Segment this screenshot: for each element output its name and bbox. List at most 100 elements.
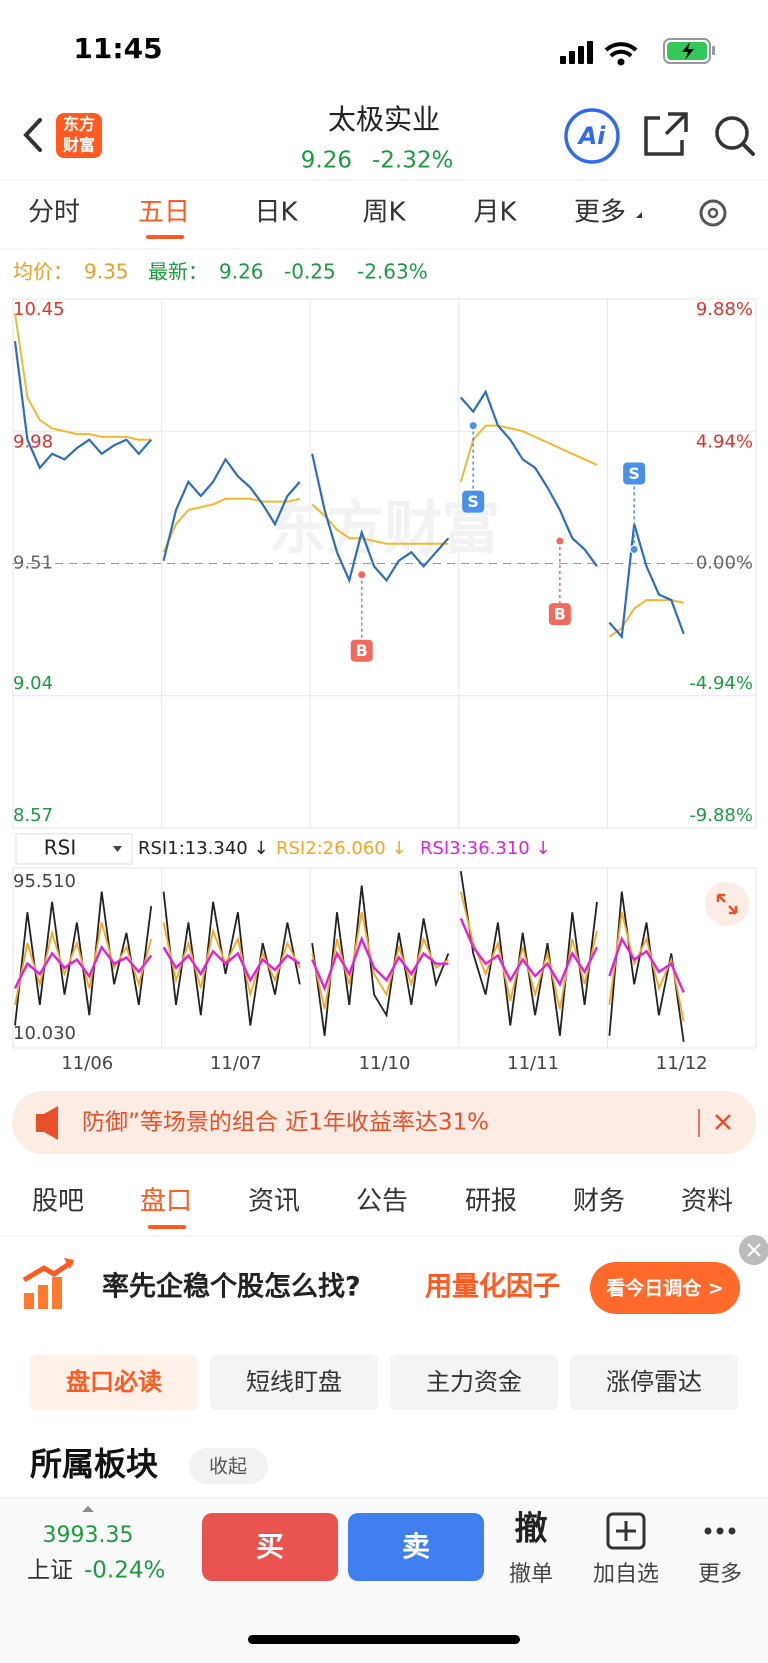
cancel-icon[interactable]: 撤 — [515, 1509, 548, 1548]
banner[interactable] — [12, 1091, 756, 1154]
sub-tab[interactable] — [570, 1355, 738, 1410]
index-name: 上证 — [27, 1558, 73, 1584]
period-tab[interactable]: 更多 — [574, 198, 626, 228]
watch[interactable]: 加自选 — [593, 1562, 659, 1587]
latest-label: 最新： — [148, 260, 208, 284]
y2-tick-label: -4.94% — [689, 673, 753, 694]
marker-dot — [555, 536, 565, 546]
avg-line — [311, 503, 449, 545]
price-line — [459, 389, 598, 567]
section-tab[interactable]: 公告 — [356, 1187, 408, 1217]
rsi-line — [608, 911, 685, 1022]
avg: 9.35 — [84, 260, 129, 284]
marker-label: S — [467, 492, 479, 511]
rsi-line — [311, 885, 450, 1036]
period-tab[interactable]: 周K — [362, 198, 406, 228]
ad-icon — [22, 1258, 74, 1309]
toggle-pill[interactable] — [189, 1448, 268, 1484]
select-caret — [113, 846, 122, 852]
settings[interactable] — [699, 199, 727, 227]
rsi-tick-label: 95.510 — [13, 871, 76, 892]
y2-tick-label: 9.88% — [696, 299, 753, 320]
more[interactable]: 更多 — [698, 1562, 742, 1587]
section-tab[interactable]: 资讯 — [248, 1187, 300, 1217]
search[interactable] — [715, 116, 755, 156]
ad-button-text[interactable]: 看今日调仓 > — [605, 1277, 724, 1300]
sub-tab-label[interactable]: 涨停雷达 — [606, 1368, 702, 1396]
indicator-name[interactable]: RSI — [44, 836, 77, 860]
share[interactable] — [644, 112, 688, 156]
section-tab[interactable]: 资料 — [681, 1187, 733, 1217]
banner-text[interactable]: 防御”等场景的组合 近1年收益率达31% — [82, 1110, 489, 1136]
toggle[interactable]: 收起 — [209, 1456, 247, 1478]
period-tab[interactable]: 分时 — [28, 198, 80, 228]
date-label: 11/07 — [210, 1053, 262, 1074]
y2-tick-label: -9.88% — [689, 805, 753, 826]
marker-dot — [629, 544, 639, 554]
marker-badge — [462, 490, 485, 513]
section-tab[interactable]: 研报 — [465, 1187, 517, 1217]
rsi-line — [311, 935, 449, 992]
date-label: 11/11 — [507, 1053, 559, 1074]
y-tick-label: 9.04 — [13, 673, 53, 694]
period-tab[interactable]: 五日 — [138, 198, 190, 228]
sector-title: 所属板块 — [30, 1445, 158, 1483]
tab-underline — [146, 235, 184, 239]
sub-tab-label[interactable]: 主力资金 — [426, 1368, 522, 1396]
y-tick-label: 9.98 — [13, 431, 53, 452]
watermark: 东方财富 — [268, 494, 500, 562]
sub-tab-label[interactable]: 短线盯盘 — [246, 1368, 342, 1396]
ad-button[interactable] — [590, 1262, 740, 1314]
period-tab[interactable]: 月K — [473, 198, 517, 228]
avg-label: 均价： — [13, 260, 73, 284]
ai-button[interactable] — [564, 108, 620, 164]
sub-tab[interactable] — [390, 1355, 558, 1410]
buy[interactable]: 买 — [256, 1530, 284, 1563]
avg-line — [14, 312, 152, 441]
y-tick-label: 10.45 — [13, 299, 65, 320]
rsi-legend: RSI1:13.340 ↓ — [138, 838, 269, 859]
section-tab[interactable]: 财务 — [573, 1187, 625, 1217]
rsi-line — [608, 891, 685, 1043]
rsi-line — [608, 936, 685, 993]
rsi-legend: RSI2:26.060 ↓ — [276, 838, 407, 859]
indicator-select[interactable] — [15, 833, 133, 865]
cancel[interactable]: 撤单 — [509, 1562, 553, 1587]
home-indicator — [248, 1635, 520, 1644]
rsi-line — [459, 917, 599, 987]
banner-close[interactable] — [715, 1114, 731, 1130]
sell-button[interactable] — [348, 1513, 484, 1581]
section-tab[interactable]: 股吧 — [32, 1187, 84, 1217]
expand-button[interactable] — [705, 882, 749, 926]
marker-label: B — [356, 641, 368, 660]
rsi-line — [162, 891, 301, 1026]
sell[interactable]: 卖 — [402, 1530, 430, 1563]
avg-line — [162, 497, 301, 553]
price-line — [13, 341, 153, 470]
ai-text[interactable]: Ai — [577, 122, 607, 150]
ad-text: 率先企稳个股怎么找? — [102, 1271, 361, 1303]
back[interactable] — [23, 118, 42, 152]
index-value: 3993.35 — [43, 1523, 134, 1548]
sub-tab-label[interactable]: 盘口必读 — [66, 1368, 162, 1396]
sub-tab[interactable] — [210, 1355, 378, 1410]
marker-label: B — [554, 605, 566, 624]
logo — [56, 113, 102, 158]
add-watch-icon[interactable] — [606, 1512, 646, 1550]
rsi-line — [13, 944, 153, 989]
more-dots[interactable] — [704, 1527, 736, 1535]
price-line — [311, 453, 450, 584]
rsi-line — [162, 946, 301, 983]
y-tick-label: 9.51 — [13, 553, 53, 574]
ad-close[interactable] — [739, 1235, 768, 1265]
more-caret — [636, 212, 642, 218]
buy-button[interactable] — [202, 1513, 338, 1581]
sub-tab[interactable] — [30, 1355, 198, 1410]
date-label: 11/10 — [359, 1053, 411, 1074]
change: -0.25 — [284, 260, 336, 284]
rsi-line — [162, 922, 301, 999]
price-line — [162, 457, 301, 561]
section-tab[interactable]: 盘口 — [140, 1187, 192, 1217]
period-tab[interactable]: 日K — [254, 198, 298, 228]
